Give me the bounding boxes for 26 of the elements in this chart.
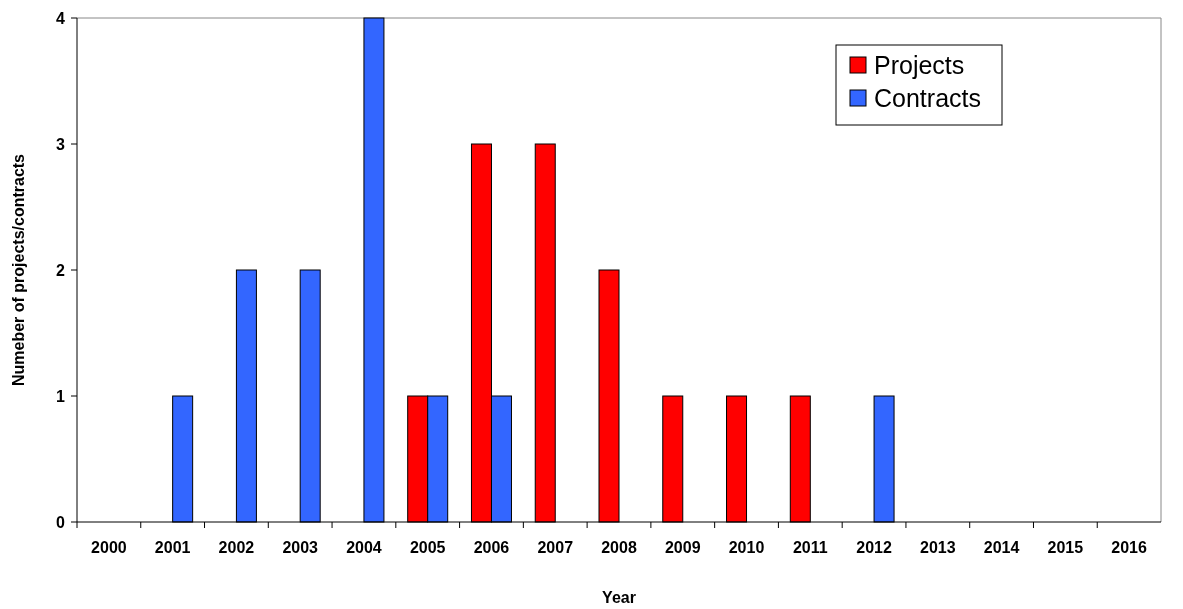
y-axis-title: Numeber of projects/contracts (10, 153, 27, 387)
x-tick-label: 2016 (1111, 539, 1148, 556)
x-tick-label: 2011 (792, 539, 828, 556)
y-tick-label: 1 (56, 387, 66, 405)
x-tick-label: 2002 (218, 539, 255, 556)
x-tick-label: 2010 (728, 539, 765, 556)
x-tick-label: 2013 (920, 539, 956, 556)
x-tick-label: 2000 (91, 539, 127, 556)
y-tick-label: 3 (56, 135, 66, 153)
y-tick-label: 0 (56, 513, 66, 531)
x-tick-label: 2015 (1047, 539, 1084, 556)
x-axis-title: Year (602, 589, 636, 606)
x-tick-label: 2014 (983, 539, 1020, 556)
x-tick-label: 2012 (856, 539, 892, 556)
x-tick-label: 2004 (346, 539, 382, 556)
x-tick-label: 2003 (282, 539, 319, 556)
y-tick-label: 4 (56, 9, 66, 27)
x-tick-label: 2006 (473, 539, 510, 556)
x-tick-label: 2007 (537, 539, 574, 556)
x-tick-label: 2009 (664, 539, 701, 556)
y-tick-label: 2 (56, 261, 66, 279)
x-tick-label: 2001 (154, 539, 191, 556)
legend-label: Projects (874, 50, 965, 79)
x-tick-label: 2008 (601, 539, 637, 556)
legend-label: Contracts (874, 83, 981, 112)
x-tick-label: 2005 (409, 539, 446, 556)
